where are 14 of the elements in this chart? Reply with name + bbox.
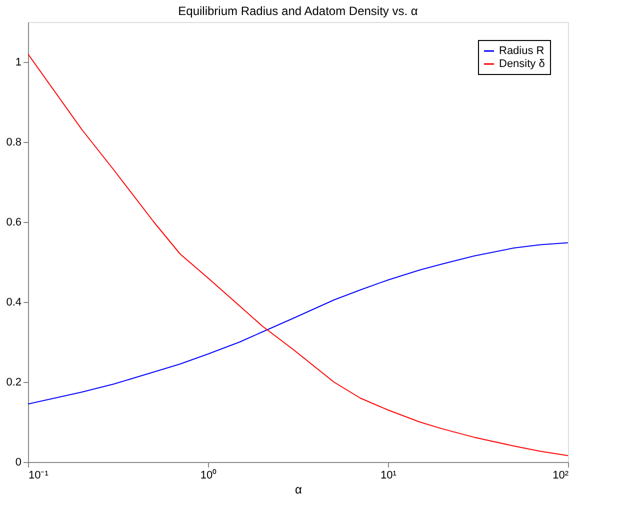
y-tick-label: 0.2: [6, 376, 22, 388]
chart-title: Equilibrium Radius and Adatom Density vs. α: [178, 4, 418, 18]
y-tick-label: 1: [15, 56, 22, 68]
x-axis-title: α: [295, 482, 302, 496]
y-tick-label: 0: [15, 456, 22, 468]
x-tick-label: 10²: [552, 470, 569, 482]
y-tick-label: 0.4: [6, 296, 22, 308]
y-tick-label: 0.8: [6, 136, 22, 148]
x-tick-label: 10¹: [380, 470, 397, 482]
legend-label: Density δ: [499, 58, 545, 70]
legend-label: Radius R: [499, 45, 544, 57]
x-tick-label: 10⁰: [200, 468, 217, 482]
x-tick-label: 10⁻¹: [28, 470, 49, 482]
y-tick-label: 0.6: [6, 216, 22, 228]
